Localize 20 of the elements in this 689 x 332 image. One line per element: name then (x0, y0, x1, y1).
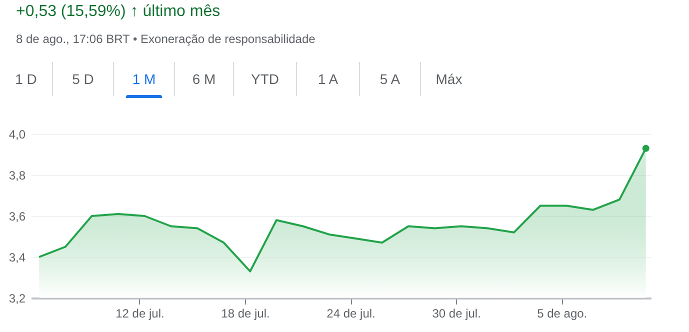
text: 1 D (0, 62, 53, 96)
x-tick-label: 5 de ago. (537, 306, 588, 320)
y-tick-label: 3,4 (8, 250, 26, 264)
text: YTD (234, 62, 297, 96)
y-tick-label: 4,0 (8, 128, 26, 142)
x-tick-label: 24 de jul. (326, 306, 376, 320)
y-tick-label: 3,6 (8, 210, 26, 224)
text: 5 D (53, 62, 114, 96)
text: 1 M (114, 62, 175, 96)
text: 6 M (175, 62, 234, 96)
text: Máx (434, 70, 464, 89)
text: 5 A (360, 62, 421, 96)
y-tick-label: 3,2 (8, 292, 26, 306)
x-tick-label: 18 de jul. (221, 306, 270, 320)
chart-title: +0,53 (15,59%) ↑ último mês (16, 3, 220, 21)
text: 1 A (297, 62, 360, 96)
x-tick-label: 12 de jul. (116, 306, 164, 320)
y-tick-label: 3,8 (8, 168, 26, 182)
chart-subtitle: 8 de ago., 17:06 BRT • Exoneração de responsabilidade (16, 32, 316, 46)
x-tick-label: 30 de jul. (432, 306, 481, 320)
